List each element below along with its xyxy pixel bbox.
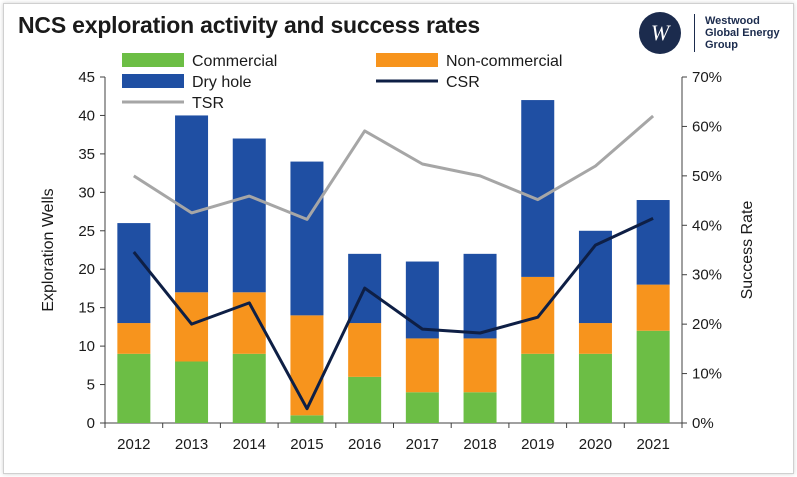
x-tick-label: 2016 <box>348 436 381 453</box>
legend-label-commercial: Commercial <box>192 53 277 70</box>
left-tick-label: 5 <box>87 377 95 394</box>
bar-commercial-2019 <box>521 353 555 423</box>
right-tick-label: 40% <box>692 217 722 234</box>
left-tick-label: 10 <box>78 338 95 355</box>
bar-dry-hole-2012 <box>117 223 151 324</box>
bar-dry-hole-2021 <box>636 200 670 285</box>
bar-dry-hole-2017 <box>405 261 439 339</box>
bar-non-commercial-2013 <box>175 292 209 362</box>
bar-commercial-2021 <box>636 330 670 423</box>
legend-label-non-commercial: Non-commercial <box>446 53 562 70</box>
right-tick-label: 50% <box>692 168 722 185</box>
left-tick-label: 20 <box>78 261 95 278</box>
legend-label-tsr: TSR <box>192 95 224 112</box>
bar-commercial-2020 <box>578 353 612 423</box>
bar-commercial-2012 <box>117 353 151 423</box>
bar-non-commercial-2021 <box>636 284 670 331</box>
logo-divider <box>694 14 695 52</box>
bar-non-commercial-2017 <box>405 338 439 393</box>
x-tick-label: 2015 <box>290 436 323 453</box>
bar-commercial-2013 <box>175 361 209 423</box>
bar-commercial-2017 <box>405 392 439 423</box>
left-tick-label: 0 <box>87 415 95 432</box>
x-tick-label: 2019 <box>521 436 554 453</box>
bar-dry-hole-2014 <box>232 138 266 293</box>
bar-dry-hole-2015 <box>290 161 324 316</box>
left-tick-label: 15 <box>78 300 95 317</box>
x-tick-label: 2020 <box>579 436 612 453</box>
legend-swatch-dry-hole <box>122 74 184 88</box>
logo-line-3: Group <box>705 39 738 51</box>
right-tick-label: 60% <box>692 118 722 135</box>
bar-commercial-2015 <box>290 415 324 423</box>
line-tsr <box>132 114 655 221</box>
left-tick-label: 45 <box>78 69 95 86</box>
legend-label-csr: CSR <box>446 74 480 91</box>
legend-swatch-non-commercial <box>376 53 438 67</box>
logo-mark: W <box>639 12 681 54</box>
bar-non-commercial-2015 <box>290 315 324 416</box>
y-axis-title: Exploration Wells <box>40 188 57 311</box>
x-tick-label: 2021 <box>636 436 669 453</box>
legend-label-dry-hole: Dry hole <box>192 74 252 91</box>
westwood-logo: W Westwood Global Energy Group <box>639 12 789 56</box>
right-tick-label: 10% <box>692 366 722 383</box>
y-axis-right-title: Success Rate <box>739 201 756 300</box>
x-tick-label: 2013 <box>175 436 208 453</box>
bar-dry-hole-2019 <box>521 100 555 277</box>
right-tick-label: 70% <box>692 69 722 86</box>
bar-commercial-2014 <box>232 353 266 423</box>
bar-commercial-2016 <box>348 376 382 423</box>
bar-commercial-2018 <box>463 392 497 423</box>
x-tick-label: 2012 <box>117 436 150 453</box>
left-tick-label: 35 <box>78 146 95 163</box>
chart-title: NCS exploration activity and success rat… <box>18 12 481 38</box>
right-tick-label: 20% <box>692 316 722 333</box>
left-tick-label: 25 <box>78 223 95 240</box>
x-tick-label: 2018 <box>463 436 496 453</box>
left-tick-label: 40 <box>78 107 95 124</box>
legend-swatch-commercial <box>122 53 184 67</box>
x-tick-label: 2014 <box>233 436 266 453</box>
right-tick-label: 0% <box>692 415 714 432</box>
logo-line-1: Westwood <box>705 15 760 27</box>
logo-text: Westwood Global Energy Group <box>705 15 780 51</box>
x-tick-label: 2017 <box>406 436 439 453</box>
bar-dry-hole-2013 <box>175 115 209 293</box>
bar-non-commercial-2016 <box>348 323 382 377</box>
right-tick-label: 30% <box>692 267 722 284</box>
bar-non-commercial-2018 <box>463 338 497 393</box>
line-csr <box>132 217 654 411</box>
bar-dry-hole-2018 <box>463 253 497 339</box>
logo-line-2: Global Energy <box>705 27 780 39</box>
bar-non-commercial-2012 <box>117 323 151 354</box>
bar-non-commercial-2020 <box>578 323 612 354</box>
left-tick-label: 30 <box>78 184 95 201</box>
